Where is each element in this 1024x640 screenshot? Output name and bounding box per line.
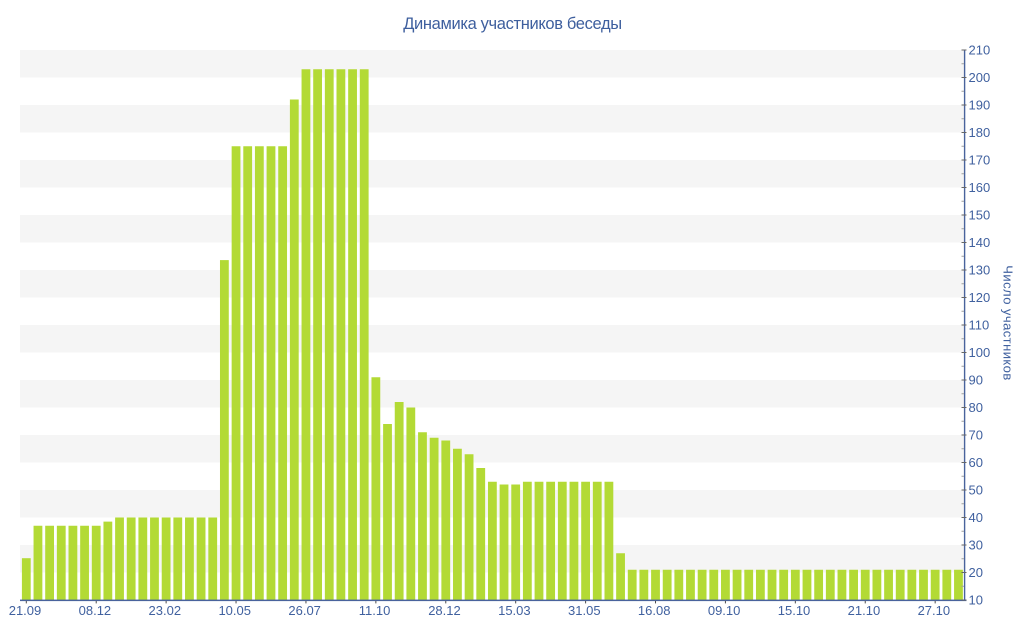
svg-text:50: 50	[969, 483, 983, 498]
svg-text:30: 30	[969, 538, 983, 553]
svg-text:20: 20	[969, 565, 983, 580]
svg-text:11.10: 11.10	[359, 603, 391, 618]
svg-text:26.07: 26.07	[288, 603, 321, 618]
svg-text:160: 160	[969, 180, 991, 195]
svg-text:200: 200	[969, 70, 991, 85]
svg-text:10.05: 10.05	[218, 603, 251, 618]
svg-text:28.12: 28.12	[428, 603, 461, 618]
svg-text:110: 110	[969, 318, 990, 333]
svg-text:09.10: 09.10	[708, 603, 741, 618]
svg-text:70: 70	[969, 428, 983, 443]
svg-text:Динамика участников беседы: Динамика участников беседы	[403, 15, 622, 33]
svg-text:23.02: 23.02	[149, 603, 182, 618]
svg-text:90: 90	[969, 373, 983, 388]
svg-text:190: 190	[969, 98, 991, 113]
svg-text:180: 180	[969, 125, 991, 140]
svg-text:08.12: 08.12	[79, 603, 112, 618]
svg-text:15.10: 15.10	[778, 603, 811, 618]
svg-text:27.10: 27.10	[918, 603, 951, 618]
svg-text:16.08: 16.08	[638, 603, 671, 618]
svg-text:150: 150	[969, 208, 991, 223]
svg-text:Число участников: Число участников	[1001, 265, 1016, 380]
svg-text:80: 80	[969, 400, 983, 415]
svg-text:10: 10	[969, 593, 983, 608]
svg-text:21.09: 21.09	[9, 603, 42, 618]
svg-text:170: 170	[969, 153, 991, 168]
svg-text:21.10: 21.10	[848, 603, 881, 618]
svg-text:140: 140	[969, 235, 991, 250]
svg-text:60: 60	[969, 455, 983, 470]
svg-text:40: 40	[969, 510, 983, 525]
svg-text:100: 100	[969, 345, 991, 360]
svg-text:210: 210	[969, 43, 991, 58]
svg-text:31.05: 31.05	[568, 603, 601, 618]
svg-text:120: 120	[969, 290, 991, 305]
svg-text:15.03: 15.03	[498, 603, 531, 618]
svg-text:130: 130	[969, 263, 991, 278]
